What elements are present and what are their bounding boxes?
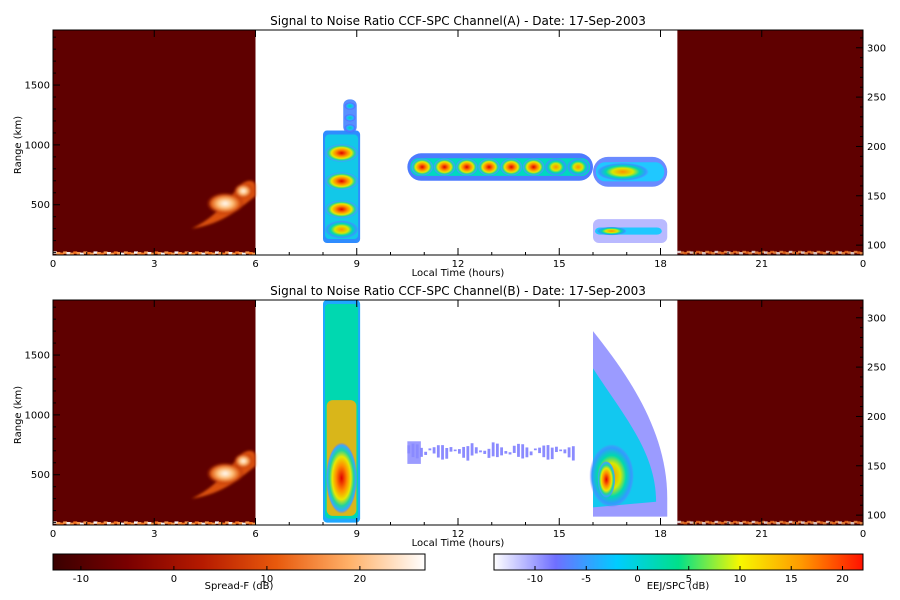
- region-spread-f-2: [677, 30, 863, 255]
- colorbar-eej-spc-label: EEJ/SPC (dB): [647, 581, 710, 592]
- x-tick-label: 9: [354, 259, 360, 270]
- colorbar-spread-f-ticks: -10 0 10 20: [73, 566, 367, 585]
- colorbar-tick-label: 0: [634, 574, 640, 585]
- feature-eej-column-top-4: [343, 99, 357, 133]
- colorbar-tick-label: -10: [527, 574, 543, 585]
- region-spread-f-2: [677, 300, 863, 525]
- y2-tick-label: 100: [867, 511, 886, 522]
- panel-b-ylabel: Range (km): [13, 386, 24, 444]
- colorbar-tick-label: 10: [261, 574, 274, 585]
- y-tick-label: 500: [31, 470, 50, 481]
- x-tick-label: 9: [354, 529, 360, 540]
- x-tick-label: 12: [452, 259, 465, 270]
- x-tick-label: 15: [553, 529, 566, 540]
- panel-a-plot-area: [53, 30, 864, 256]
- colorbar-spread-f-label: Spread-F (dB): [205, 581, 274, 592]
- y2-tick-label: 150: [867, 461, 886, 472]
- x-tick-label: 21: [755, 529, 768, 540]
- y-tick-label: 1500: [25, 81, 50, 92]
- x-tick-label: 0: [860, 529, 866, 540]
- panel-b-title: Signal to Noise Ratio CCF-SPC Channel(B)…: [270, 284, 646, 298]
- region-spread-f-0: [53, 300, 256, 525]
- colorbar-eej-spc-ticks: -10 -5 0 5 10 15 20: [527, 566, 849, 585]
- panel-b-xlabel: Local Time (hours): [412, 538, 505, 549]
- panel-b-axes: 0 3 6 9 12 15 18 21 0 500 1000 1500 100 150 200 250 300: [25, 299, 886, 540]
- panel-a: Signal to Noise Ratio CCF-SPC Channel(A)…: [13, 14, 886, 279]
- x-tick-label: 15: [553, 259, 566, 270]
- x-tick-label: 18: [654, 259, 667, 270]
- colorbar-tick-label: -10: [73, 574, 89, 585]
- feature-spc-fan-5: [589, 331, 668, 517]
- colorbar-tick-label: -5: [581, 574, 591, 585]
- x-tick-label: 21: [755, 259, 768, 270]
- feature-spc-lower-7: [593, 219, 668, 244]
- x-tick-label: 0: [50, 259, 56, 270]
- y-tick-label: 1500: [25, 351, 50, 362]
- colorbar-tick-label: 20: [836, 574, 849, 585]
- y2-tick-label: 200: [867, 412, 886, 423]
- feature-eej-column-3: [323, 130, 361, 244]
- x-tick-label: 3: [151, 529, 157, 540]
- colorbar-tick-label: 0: [171, 574, 177, 585]
- y2-tick-label: 200: [867, 142, 886, 153]
- colorbar-tick-label: 5: [686, 574, 692, 585]
- y2-tick-label: 250: [867, 363, 886, 374]
- panel-a-ylabel: Range (km): [13, 116, 24, 174]
- x-tick-label: 0: [50, 529, 56, 540]
- x-tick-label: 3: [151, 259, 157, 270]
- x-tick-label: 0: [860, 259, 866, 270]
- feature-spread-f-bottom-echo-1: [53, 251, 257, 256]
- colorbar-eej-spc-gradient: [493, 553, 864, 571]
- colorbar-eej-spc: -10 -5 0 5 10 15 20 EEJ/SPC (dB): [493, 553, 864, 592]
- feature-spread-f-plume-0: [191, 450, 256, 499]
- feature-spread-f-bottom-echo-1: [53, 521, 257, 526]
- x-tick-label: 12: [452, 529, 465, 540]
- y2-tick-label: 100: [867, 241, 886, 252]
- colorbar-tick-label: 10: [734, 574, 747, 585]
- feature-spread-f-bottom-echo-2: [677, 250, 864, 255]
- y2-tick-label: 150: [867, 191, 886, 202]
- panel-a-axes: 0 3 6 9 12 15 18 21 0 500 1000 1500 100 150 200 250 300: [25, 29, 886, 270]
- colorbar-spread-f-gradient: [52, 553, 426, 571]
- panel-b: Signal to Noise Ratio CCF-SPC Channel(B)…: [13, 284, 886, 549]
- panel-a-title: Signal to Noise Ratio CCF-SPC Channel(A)…: [270, 14, 646, 28]
- feature-spread-f-bottom-echo-2: [677, 520, 864, 525]
- colorbar-spread-f: -10 0 10 20 Spread-F (dB): [52, 553, 426, 592]
- panel-a-xlabel: Local Time (hours): [412, 268, 505, 279]
- y-tick-label: 1000: [25, 140, 50, 151]
- colorbar-tick-label: 20: [354, 574, 367, 585]
- x-tick-label: 6: [252, 529, 258, 540]
- feature-spc-band-faint-4: [407, 441, 575, 464]
- region-spread-f-0: [53, 30, 256, 255]
- colorbar-tick-label: 15: [785, 574, 798, 585]
- feature-spread-f-plume-0: [191, 180, 256, 229]
- y-tick-label: 500: [31, 200, 50, 211]
- x-tick-label: 6: [252, 259, 258, 270]
- panel-b-plot-area: [53, 300, 864, 526]
- y2-tick-label: 300: [867, 43, 886, 54]
- y2-tick-label: 300: [867, 313, 886, 324]
- x-tick-label: 18: [654, 529, 667, 540]
- y-tick-label: 1000: [25, 410, 50, 421]
- feature-spc-band-5: [407, 153, 593, 181]
- feature-spc-band-6: [593, 156, 668, 187]
- feature-eej-column-3: [323, 300, 361, 523]
- y2-tick-label: 250: [867, 93, 886, 104]
